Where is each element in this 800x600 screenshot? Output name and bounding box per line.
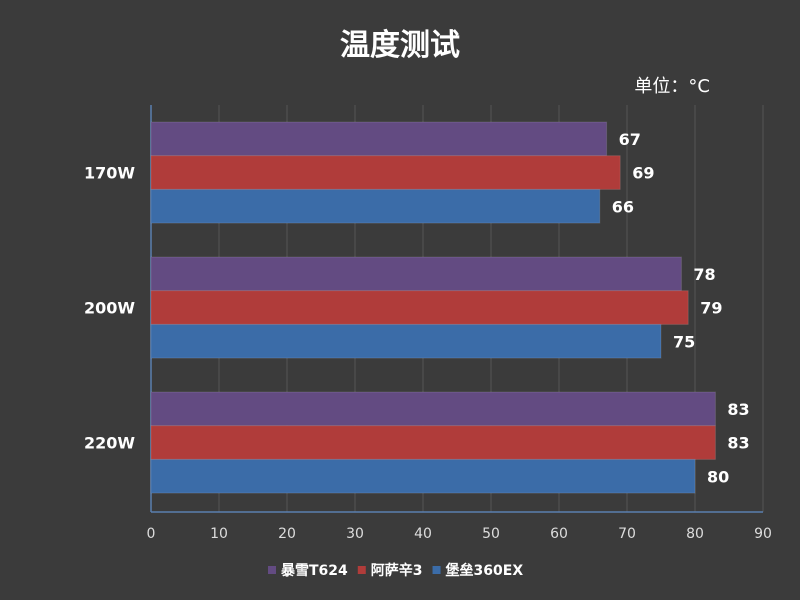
- bar: [150, 188, 601, 224]
- x-tick-label: 0: [147, 526, 156, 542]
- x-tick-label: 80: [686, 526, 704, 542]
- category-label: 170W: [84, 164, 135, 183]
- bar: [150, 323, 662, 359]
- legend-label: 堡垒360EX: [446, 562, 524, 579]
- x-tick-label: 30: [346, 526, 364, 542]
- bar: [150, 425, 716, 460]
- legend-swatch: [268, 566, 276, 574]
- x-tick-label: 50: [482, 526, 500, 542]
- data-label: 83: [727, 400, 749, 419]
- category-label: 200W: [84, 299, 135, 318]
- bar: [150, 121, 608, 157]
- data-label: 75: [673, 332, 695, 351]
- data-label: 66: [612, 197, 634, 216]
- legend-swatch: [432, 566, 441, 574]
- x-tick-label: 70: [618, 526, 636, 542]
- x-tick-label: 90: [754, 526, 772, 542]
- bar: [150, 256, 682, 292]
- unit-label: 单位：°C: [634, 76, 710, 97]
- data-label: 69: [632, 164, 654, 183]
- bar: [150, 391, 716, 427]
- bar: [150, 155, 621, 190]
- bar: [150, 290, 689, 325]
- data-label: 83: [727, 434, 749, 453]
- data-label: 78: [693, 265, 715, 284]
- legend-label: 阿萨辛3: [371, 562, 423, 579]
- chart-title: 温度测试: [340, 28, 460, 63]
- x-tick-label: 40: [414, 526, 432, 542]
- category-label: 220W: [84, 434, 135, 453]
- data-label: 80: [707, 467, 729, 486]
- data-label: 67: [619, 130, 641, 149]
- data-label: 79: [700, 299, 722, 318]
- bar: [150, 458, 696, 494]
- x-tick-label: 10: [210, 526, 228, 542]
- x-tick-label: 60: [550, 526, 568, 542]
- legend-swatch: [357, 566, 366, 574]
- legend-label: 暴雪T624: [280, 562, 348, 579]
- x-tick-label: 20: [278, 526, 296, 542]
